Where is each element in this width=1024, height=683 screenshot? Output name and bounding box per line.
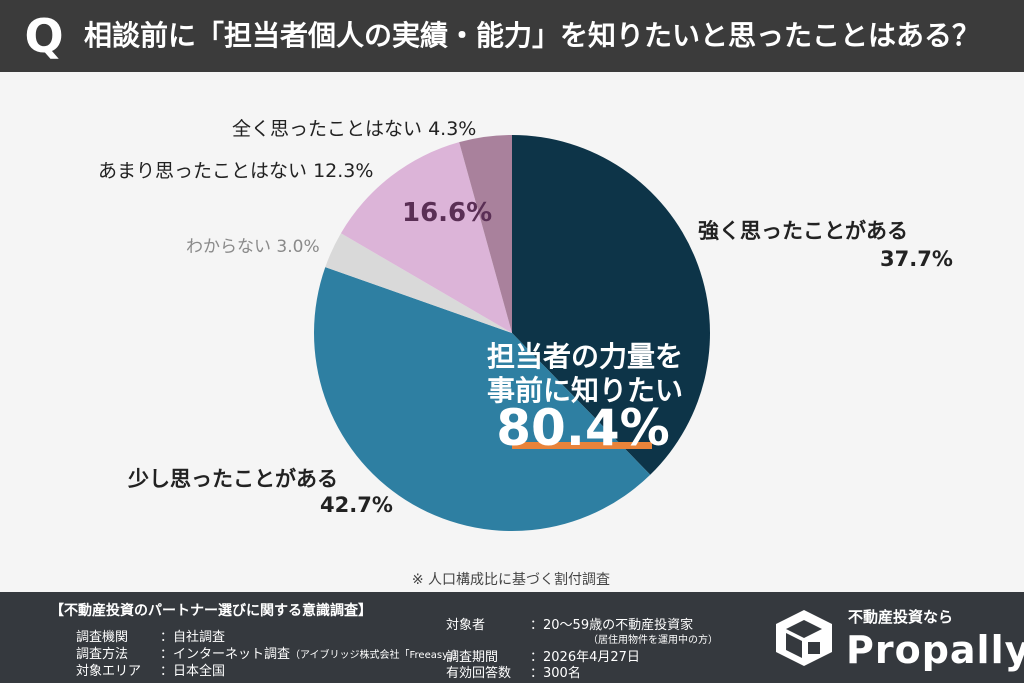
- footer-value: ：2026年4月27日: [530, 650, 640, 665]
- survey-title: 【不動産投資のパートナー選びに関する意識調査】: [50, 603, 372, 619]
- slice-label-unknown-value: 3.0%: [276, 237, 320, 257]
- slice-none: [459, 135, 512, 333]
- slice-label-unknown-text: わからない: [186, 237, 271, 257]
- footer-value: ：日本全国: [160, 664, 226, 679]
- footer-value: ：インターネット調査: [160, 647, 291, 662]
- footer-value: ：20〜59歳の不動産投資家: [530, 618, 694, 633]
- q-mark: Q: [24, 9, 64, 63]
- pie-chart: [313, 135, 710, 531]
- footer-row-target: 対象者 ：20〜59歳の不動産投資家: [446, 614, 693, 633]
- slice-label-unknown: わからない 3.0%: [186, 234, 320, 260]
- footer-key: 有効回答数: [446, 666, 512, 681]
- slice-unknown: [325, 233, 512, 333]
- slice-label-rarely-value: 12.3%: [313, 160, 374, 182]
- combined-negative-value: 16.6%: [402, 198, 493, 228]
- slice-label-none-text: 全く思ったことはない: [232, 118, 423, 140]
- logo-tagline: 不動産投資なら: [848, 608, 954, 626]
- slice-label-rarely-text: あまり思ったことはない: [98, 160, 308, 182]
- footer-row-period: 調査期間 ：2026年4月27日: [446, 646, 640, 665]
- footer-key: 調査期間: [446, 650, 499, 665]
- slice-label-none-value: 4.3%: [428, 118, 477, 140]
- slice-label-rarely: あまり思ったことはない 12.3%: [98, 158, 373, 184]
- footer-key: 対象エリア: [76, 664, 142, 679]
- propally-logo-icon: [776, 610, 832, 666]
- footer-key: 調査方法: [76, 647, 129, 662]
- slice-value-strongly: 37.7%: [880, 247, 953, 271]
- survey-footer: 【不動産投資のパートナー選びに関する意識調査】 調査機関 ：自社調査 調査方法 ：イ…: [0, 592, 1024, 683]
- slice-value-somewhat: 42.7%: [320, 493, 393, 517]
- slice-label-none: 全く思ったことはない 4.3%: [232, 116, 476, 142]
- footer-value: ：300名: [530, 666, 581, 681]
- center-label: 担当者の力量を 事前に知りたい: [470, 340, 700, 408]
- slice-somewhat: [313, 267, 651, 531]
- chart-title: 相談前に「担当者個人の実績・能力」を知りたいと思ったことはある？: [84, 19, 981, 52]
- title-bar: Q 相談前に「担当者個人の実績・能力」を知りたいと思ったことはある？: [0, 0, 1024, 72]
- footer-sub: （アイブリッジ株式会社「Freeasy」）: [290, 650, 463, 661]
- center-value: 80.4%: [496, 399, 670, 457]
- sampling-note: ※ 人口構成比に基づく割付調査: [411, 572, 610, 588]
- slice-strongly: [512, 135, 710, 475]
- center-value-underline: [512, 442, 652, 449]
- footer-target-sub: （居住用物件を運用中の方）: [588, 635, 718, 646]
- footer-row-method: 調査方法 ：インターネット調査（アイブリッジ株式会社「Freeasy」）: [76, 643, 463, 662]
- slice-rarely: [340, 142, 512, 333]
- logo-wordmark: Propally: [846, 628, 1024, 672]
- footer-value: ：自社調査: [160, 630, 226, 645]
- center-label-line2: 事前に知りたい: [486, 374, 683, 407]
- slice-label-strongly: 強く思ったことがある: [698, 219, 908, 243]
- slice-label-somewhat: 少し思ったことがある: [128, 467, 338, 491]
- footer-row-responses: 有効回答数 ：300名: [446, 662, 581, 681]
- footer-row-agency: 調査機関 ：自社調査: [76, 626, 225, 645]
- center-label-line1: 担当者の力量を: [486, 340, 683, 373]
- footer-key: 調査機関: [76, 630, 129, 645]
- footer-row-area: 対象エリア ：日本全国: [76, 660, 225, 679]
- footer-key: 対象者: [446, 618, 486, 633]
